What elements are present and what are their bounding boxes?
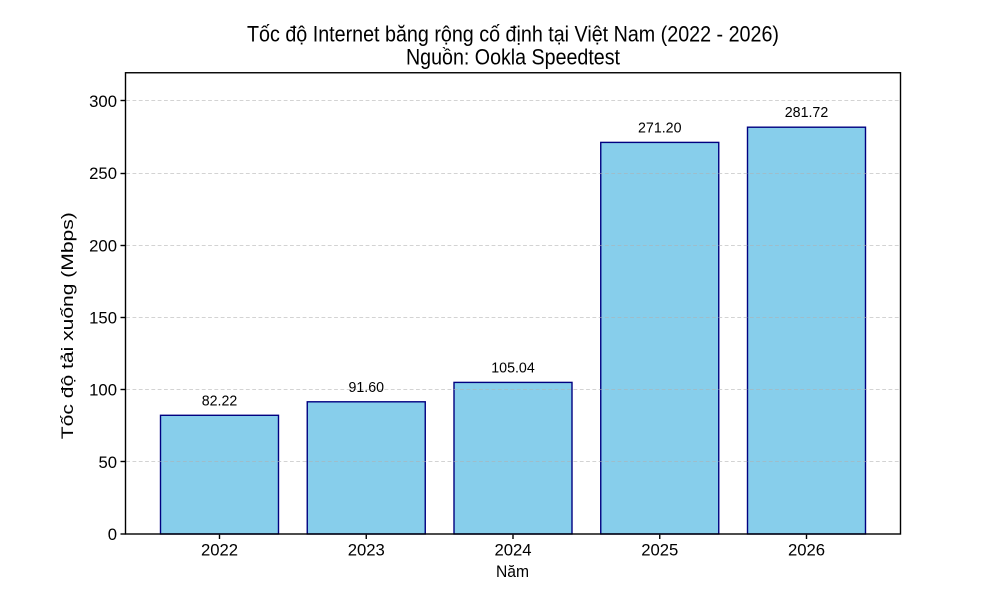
svg-text:Năm: Năm — [496, 562, 529, 581]
svg-text:271.20: 271.20 — [638, 119, 682, 136]
svg-text:2025: 2025 — [641, 541, 678, 560]
svg-text:0: 0 — [108, 525, 117, 544]
svg-text:50: 50 — [98, 453, 117, 472]
svg-text:2026: 2026 — [788, 541, 825, 560]
svg-text:250: 250 — [89, 164, 117, 183]
svg-text:Tốc độ tải xuống (Mbps): Tốc độ tải xuống (Mbps) — [58, 212, 77, 439]
svg-text:2022: 2022 — [201, 541, 238, 560]
svg-text:2023: 2023 — [348, 541, 385, 560]
svg-text:82.22: 82.22 — [202, 392, 238, 409]
svg-text:100: 100 — [89, 381, 117, 400]
svg-text:Nguồn: Ookla Speedtest: Nguồn: Ookla Speedtest — [406, 45, 620, 70]
svg-text:2024: 2024 — [494, 541, 531, 560]
svg-text:300: 300 — [89, 92, 117, 111]
svg-text:150: 150 — [89, 309, 117, 328]
svg-text:105.04: 105.04 — [491, 359, 535, 376]
svg-text:281.72: 281.72 — [785, 104, 829, 121]
svg-text:Tốc độ Internet băng rộng cố đ: Tốc độ Internet băng rộng cố định tại Vi… — [247, 22, 779, 47]
svg-text:91.60: 91.60 — [349, 379, 385, 396]
svg-text:200: 200 — [89, 236, 117, 255]
